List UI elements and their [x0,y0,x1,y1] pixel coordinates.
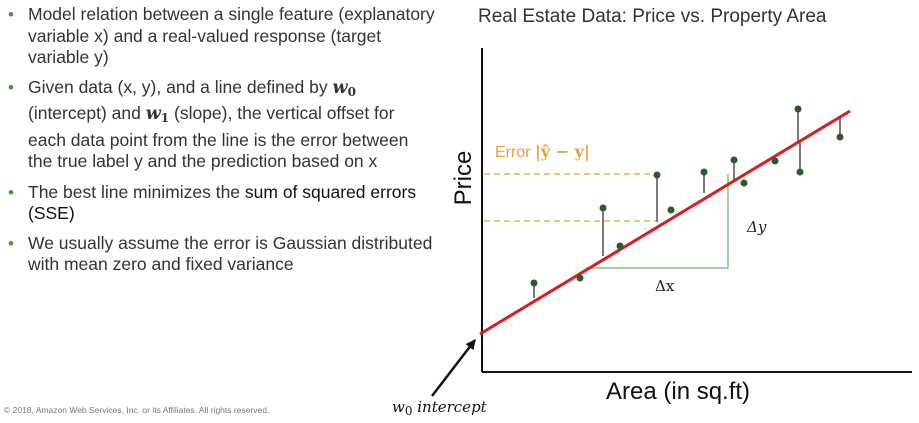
x-axis-label: Area (in sq.ft) [606,378,751,405]
data-point [794,105,802,113]
data-point [616,242,624,250]
data-points [530,105,844,287]
bullet-text: We usually assume the error is Gaussian … [28,232,433,275]
data-point [730,156,738,164]
data-point [740,179,748,187]
bullet-text: Given data (x, y), and a line defined by [28,76,328,97]
data-point [599,204,607,212]
data-point [653,171,661,179]
delta-y-label: Δy [747,218,767,236]
bullet-dot-icon: • [8,77,14,97]
w1-symbol: w1 [145,104,170,125]
slope-triangle [586,174,729,269]
bullet-item: • Given data (x, y), and a line defined … [6,77,436,173]
data-point [836,133,844,141]
data-point [667,206,675,214]
chart-title: Real Estate Data: Price vs. Property Are… [478,6,827,27]
bullet-item: • We usually assume the error is Gaussia… [6,233,436,276]
y-axis-label: Price [450,150,477,206]
intercept-label: w0 intercept [392,398,487,418]
bullet-item: • Model relation between a single featur… [6,4,436,69]
data-point [796,168,804,176]
data-point [700,168,708,176]
bullet-text: (slope), the vertical offset for each da… [28,103,409,171]
bullet-bold-text: sum of squared errors (SSE) [28,181,417,224]
regression-line [479,109,851,336]
bullet-list: • Model relation between a single featur… [6,4,436,284]
copyright-notice: © 2018, Amazon Web Services, Inc. or its… [4,405,270,415]
w0-symbol: w0 [332,77,356,99]
data-point [530,279,538,287]
data-point [576,274,584,282]
residual-lines [533,109,841,298]
delta-x-label: Δx [655,277,675,295]
bullet-item: • The best line minimizes the sum of squ… [6,182,436,225]
bullet-text: The best line minimizes the [28,181,245,202]
bullet-dot-icon: • [8,182,14,202]
data-point [771,157,779,165]
error-label: Error |ŷ − y| [495,142,590,161]
intercept-arrow [431,339,476,397]
bullet-dot-icon: • [8,233,14,253]
bullet-text: (intercept) and [28,103,146,123]
bullet-dot-icon: • [8,5,14,24]
bullet-text: Model relation between a single feature … [28,4,435,67]
